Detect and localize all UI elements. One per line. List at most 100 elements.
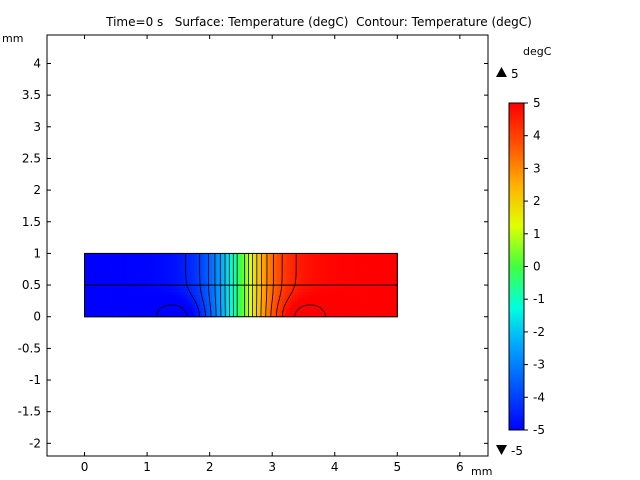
surface-cell — [389, 278, 393, 283]
surface-cell — [244, 262, 248, 267]
surface-cell — [107, 288, 111, 292]
surface-cell — [322, 313, 326, 318]
surface-cell — [227, 291, 231, 296]
surface-cell — [132, 262, 136, 267]
surface-cell — [357, 262, 361, 267]
surface-cell — [144, 269, 148, 274]
surface-cell — [382, 304, 386, 308]
surface-cell — [357, 259, 361, 264]
surface-cell — [157, 253, 161, 258]
surface-cell — [122, 253, 126, 258]
surface-cell — [277, 278, 281, 283]
surface-cell — [112, 297, 116, 302]
surface-cell — [119, 294, 123, 299]
surface-cell — [349, 300, 353, 305]
surface-cell — [129, 310, 133, 315]
surface-cell — [334, 291, 338, 296]
surface-cell — [119, 281, 123, 286]
surface-cell — [84, 291, 88, 296]
surface-cell — [364, 288, 368, 292]
surface-cell — [109, 313, 113, 318]
surface-cell — [339, 259, 343, 264]
surface-cell — [182, 281, 186, 286]
surface-cell — [382, 285, 386, 289]
surface-cell — [197, 272, 201, 277]
surface-cell — [129, 297, 133, 302]
surface-cell — [154, 297, 158, 302]
surface-cell — [104, 285, 108, 289]
surface-cell — [104, 281, 108, 286]
surface-cell — [319, 300, 323, 305]
surface-cell — [204, 313, 208, 318]
surface-cell — [112, 288, 116, 292]
surface-cell — [297, 291, 301, 296]
surface-cell — [94, 294, 98, 299]
surface-cell — [169, 275, 173, 280]
surface-cell — [97, 272, 101, 277]
surface-cell — [122, 266, 126, 270]
surface-cell — [344, 281, 348, 286]
surface-cell — [124, 307, 128, 311]
surface-cell — [87, 300, 91, 305]
surface-cell — [257, 288, 261, 292]
surface-cell — [217, 256, 221, 261]
surface-cell — [287, 281, 291, 286]
surface-cell — [127, 253, 131, 258]
surface-cell — [147, 269, 151, 274]
surface-cell — [94, 275, 98, 280]
surface-cell — [164, 310, 168, 315]
surface-cell — [324, 291, 328, 296]
colorbar-tick-label: 3 — [533, 161, 541, 175]
surface-cell — [254, 253, 258, 258]
surface-cell — [179, 275, 183, 280]
surface-cell — [157, 300, 161, 305]
surface-cell — [137, 285, 141, 289]
surface-cell — [202, 256, 206, 261]
colorbar-tick-label: 5 — [533, 96, 541, 110]
surface-cell — [117, 313, 121, 318]
x-tick-label: 5 — [393, 460, 401, 474]
surface-cell — [347, 307, 351, 311]
surface-cell — [122, 269, 126, 274]
surface-cell — [284, 285, 288, 289]
surface-cell — [282, 300, 286, 305]
surface-cell — [122, 262, 126, 267]
surface-cell — [382, 266, 386, 270]
surface-cell — [312, 310, 316, 315]
surface-cell — [114, 285, 118, 289]
surface-cell — [167, 262, 171, 267]
surface-cell — [262, 278, 266, 283]
surface-cell — [97, 281, 101, 286]
surface-cell — [312, 278, 316, 283]
surface-cell — [134, 313, 138, 318]
surface-cell — [154, 269, 158, 274]
surface-cell — [137, 275, 141, 280]
surface-cell — [199, 262, 203, 267]
surface-cell — [267, 300, 271, 305]
surface-cell — [127, 291, 131, 296]
surface-cell — [304, 307, 308, 311]
surface-cell — [377, 300, 381, 305]
surface-cell — [214, 294, 218, 299]
surface-cell — [272, 313, 276, 318]
surface-cell — [189, 297, 193, 302]
surface-cell — [214, 291, 218, 296]
surface-cell — [144, 313, 148, 318]
surface-cell — [124, 269, 128, 274]
surface-cell — [219, 272, 223, 277]
surface-cell — [174, 294, 178, 299]
surface-cell — [354, 300, 358, 305]
surface-cell — [124, 272, 128, 277]
surface-cell — [262, 297, 266, 302]
surface-cell — [287, 285, 291, 289]
surface-cell — [97, 275, 101, 280]
surface-cell — [389, 275, 393, 280]
surface-cell — [184, 256, 188, 261]
surface-cell — [162, 297, 166, 302]
surface-cell — [222, 285, 226, 289]
surface-cell — [317, 253, 321, 258]
surface-cell — [377, 275, 381, 280]
surface-cell — [169, 262, 173, 267]
surface-cell — [112, 313, 116, 318]
surface-cell — [317, 310, 321, 315]
